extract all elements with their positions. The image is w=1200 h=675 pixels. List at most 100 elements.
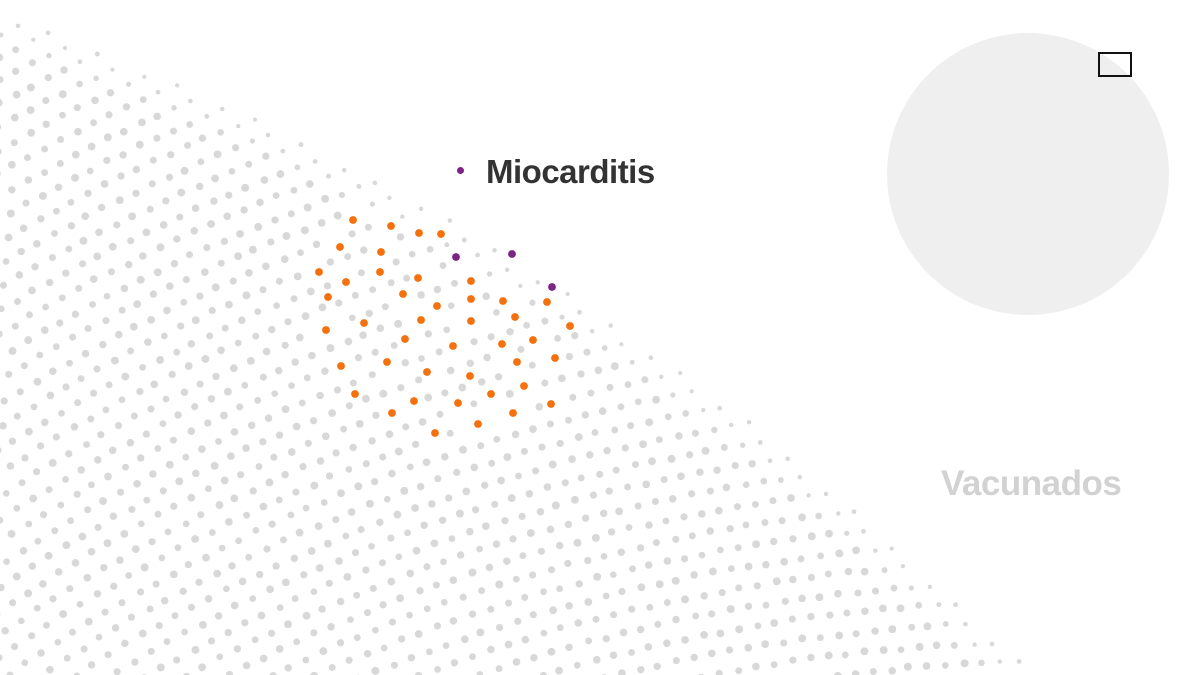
population-dot (468, 568, 477, 577)
population-dot (577, 370, 585, 378)
population-dot (441, 389, 449, 397)
population-dot (153, 134, 161, 142)
population-dot (631, 460, 640, 469)
population-dot (835, 549, 844, 558)
population-dot (364, 223, 372, 231)
population-dot (246, 357, 255, 365)
population-dot (203, 244, 211, 252)
population-dot (306, 287, 315, 296)
population-dot (6, 209, 15, 218)
orange-event-dot (498, 340, 506, 348)
population-dot (257, 611, 266, 620)
population-dot (176, 213, 184, 221)
population-dot (569, 393, 577, 401)
population-dot (318, 605, 326, 613)
population-dot (291, 358, 299, 366)
population-dot (520, 447, 528, 455)
population-dot (529, 425, 537, 433)
population-dot (717, 405, 723, 411)
population-dot (390, 661, 398, 669)
population-dot (492, 540, 501, 548)
population-dot (807, 612, 815, 621)
population-dot (415, 376, 423, 384)
population-dot (12, 90, 21, 99)
population-dot (989, 641, 995, 647)
population-dot (219, 411, 228, 420)
population-dot (191, 204, 200, 212)
population-dot (393, 510, 402, 519)
population-dot (396, 594, 405, 603)
population-dot (243, 511, 251, 519)
orange-event-dot (342, 278, 350, 286)
population-dot (59, 111, 66, 119)
population-dot (598, 407, 607, 415)
population-dot (338, 191, 346, 199)
population-dot (312, 240, 321, 249)
population-dot (54, 638, 62, 646)
population-dot (825, 529, 833, 538)
population-dot (142, 430, 151, 438)
population-dot (798, 513, 806, 522)
population-dot (681, 555, 689, 563)
population-dot (378, 559, 387, 567)
population-dot (185, 251, 194, 259)
population-dot (344, 253, 352, 261)
population-dot (960, 659, 969, 668)
population-dot (833, 671, 842, 675)
population-dot (586, 451, 594, 459)
population-dot (266, 585, 274, 594)
population-dot (310, 671, 318, 675)
population-dot (65, 450, 73, 458)
population-dot (182, 520, 190, 528)
population-dot (51, 527, 59, 535)
population-dot (671, 576, 680, 585)
population-dot (497, 476, 505, 485)
population-dot (379, 601, 387, 609)
population-dot (761, 640, 770, 648)
population-dot (713, 466, 721, 474)
population-dot (52, 433, 60, 441)
population-dot (681, 636, 689, 644)
orange-event-dot (474, 420, 482, 428)
population-dot (207, 395, 216, 403)
population-dot (668, 495, 677, 503)
population-dot (494, 373, 503, 381)
population-dot (187, 427, 196, 436)
miocarditis-dot (548, 283, 556, 291)
population-dot (204, 113, 210, 119)
population-dot (154, 510, 162, 518)
orange-event-dot (360, 319, 368, 327)
population-dot (321, 367, 329, 375)
population-dot (612, 466, 620, 474)
population-dot (270, 453, 278, 461)
population-dot (475, 252, 480, 258)
population-dot (817, 552, 824, 560)
population-dot (422, 458, 431, 467)
population-dot (121, 639, 129, 648)
population-dot (395, 553, 403, 561)
population-dot (751, 500, 759, 508)
population-dot (160, 332, 168, 340)
population-dot (690, 571, 698, 579)
population-dot (19, 224, 28, 233)
population-dot (124, 260, 133, 269)
population-dot (245, 160, 253, 168)
population-dot (318, 303, 327, 312)
population-dot (133, 479, 141, 488)
orange-event-dot (431, 429, 439, 437)
population-dot (0, 124, 2, 130)
population-dot (320, 499, 328, 506)
population-dot (688, 532, 696, 540)
population-dot (593, 656, 601, 664)
population-dot (36, 351, 44, 359)
population-dot (843, 609, 851, 617)
population-dot (365, 309, 373, 318)
population-dot (232, 144, 240, 152)
population-dot (589, 491, 598, 499)
population-dot (645, 521, 653, 529)
population-dot (941, 662, 949, 669)
population-dot (4, 233, 13, 242)
population-dot (95, 228, 103, 237)
population-dot (186, 121, 194, 128)
orange-event-dot (529, 336, 537, 344)
